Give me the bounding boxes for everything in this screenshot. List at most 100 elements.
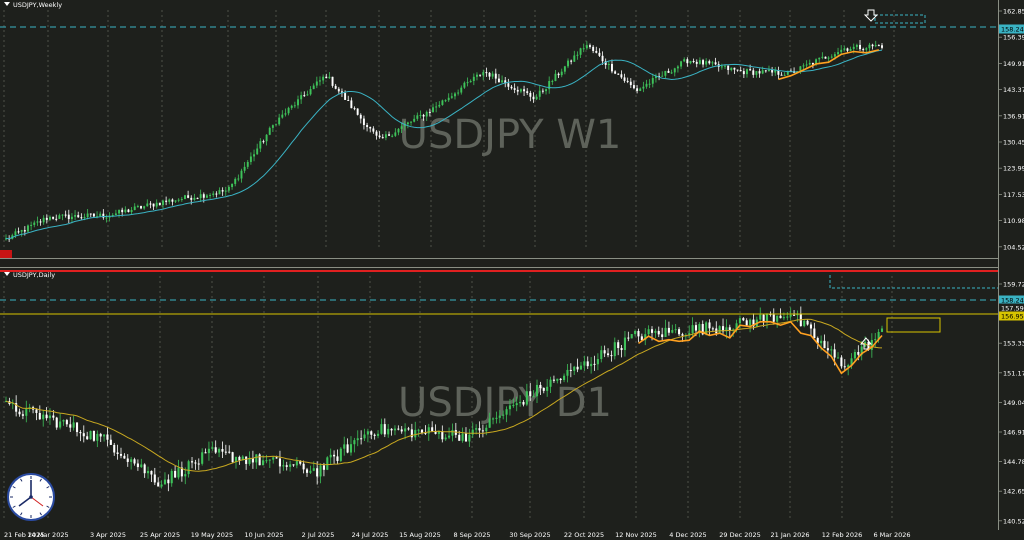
candle-body (113, 444, 116, 453)
candle-body (149, 203, 152, 205)
candle-body (667, 327, 670, 333)
price-axis-label: 143.375 (1003, 86, 1024, 94)
weekly-chart-pane[interactable]: USDJPY W1 USDJPY,Weekly 162.855 156.390 14… (0, 0, 1024, 267)
candle-body (865, 48, 868, 50)
candle-body (736, 69, 739, 71)
candle-body (413, 118, 416, 122)
candle-body (347, 99, 350, 101)
weekly-target-box[interactable] (874, 14, 926, 24)
candle-body (583, 361, 586, 366)
candle-body (187, 461, 190, 475)
candle-body (109, 439, 112, 445)
candle-body (356, 108, 359, 115)
candle-body (61, 214, 64, 216)
time-axis-label: 8 Sep 2025 (453, 531, 490, 539)
candle-body (397, 128, 400, 133)
candle-body (650, 329, 654, 333)
candle-body (177, 199, 180, 201)
candle-body (613, 342, 616, 357)
candle-body (204, 452, 207, 454)
candle-body (190, 197, 193, 200)
candle-body (535, 96, 538, 100)
candle-body (265, 460, 268, 462)
candle-body (802, 65, 805, 67)
candle-body (256, 148, 259, 155)
candle-body (808, 62, 811, 65)
candle-body (789, 314, 792, 317)
candle-body (65, 420, 68, 425)
candle-body (542, 387, 545, 391)
daily-chart-pane[interactable]: USDJPY D1 USDJPY,Daily 159.720155.460153… (0, 268, 1024, 540)
candle-body (821, 56, 824, 58)
candle-body (840, 357, 843, 367)
candle-body (193, 197, 196, 200)
candle-body (432, 107, 434, 113)
candle-body (498, 415, 501, 418)
daily-pane-background (0, 268, 1024, 540)
candle-body (152, 203, 155, 207)
weekly-price-axis[interactable]: 162.855 156.390 149.915 143.375 136.915 130.4… (998, 8, 1024, 252)
candle-body (573, 55, 576, 62)
candle-body (45, 414, 48, 419)
candle-body (431, 427, 434, 432)
candle-body (545, 89, 548, 92)
candle-body (80, 217, 83, 219)
pane-separator[interactable] (0, 258, 1024, 268)
candle-body (227, 187, 230, 191)
candle-body (811, 62, 814, 65)
candle-body (174, 470, 177, 478)
daily-yellow-zone-box[interactable] (886, 317, 941, 333)
chevron-down-icon[interactable] (4, 2, 10, 6)
candle-body (777, 70, 780, 75)
candle-body (508, 405, 511, 410)
candle-body (857, 351, 860, 355)
candle-body (488, 72, 491, 77)
candle-body (155, 202, 158, 207)
candle-body (657, 330, 660, 335)
candle-body (516, 89, 519, 92)
candle-body (519, 89, 522, 92)
candle-body (234, 178, 237, 184)
candle-body (654, 76, 657, 79)
candle-body (755, 71, 758, 75)
candle-body (407, 428, 410, 430)
daily-target-box[interactable] (829, 275, 998, 289)
price-axis-label: 130.455 (1003, 139, 1024, 147)
candle-body (648, 83, 651, 85)
candle-body (698, 324, 701, 331)
candle-body (485, 427, 488, 432)
price-axis-label: 123.995 (1003, 165, 1024, 173)
weekly-pane-background (0, 0, 1024, 258)
candle-body (745, 320, 748, 326)
candle-body (441, 100, 444, 105)
daily-title-text: USDJPY,Daily (13, 271, 55, 279)
candle-body (532, 96, 535, 100)
candle-body (275, 124, 277, 126)
candle-body (843, 366, 846, 368)
candle-body (27, 225, 29, 232)
time-axis-label: 3 Apr 2025 (90, 531, 126, 539)
candle-body (38, 412, 41, 420)
candle-body (667, 70, 670, 73)
candle-body (803, 320, 806, 327)
daily-current-price-tag: 158.240 (999, 295, 1024, 305)
candle-body (300, 95, 303, 100)
candle-body (444, 437, 447, 440)
chevron-down-icon[interactable] (4, 272, 10, 276)
candle-body (248, 458, 251, 464)
candle-body (369, 126, 372, 129)
candle-body (190, 461, 194, 463)
candle-body (309, 470, 312, 473)
candle-body (329, 454, 332, 458)
candle-body (463, 82, 466, 88)
candle-body (576, 54, 579, 56)
candle-body (570, 60, 573, 62)
candle-body (759, 314, 762, 320)
candle-body (69, 424, 72, 428)
candle-body (158, 202, 161, 206)
candle-body (55, 417, 58, 428)
candle-body (637, 330, 640, 337)
candle-body (39, 221, 42, 223)
